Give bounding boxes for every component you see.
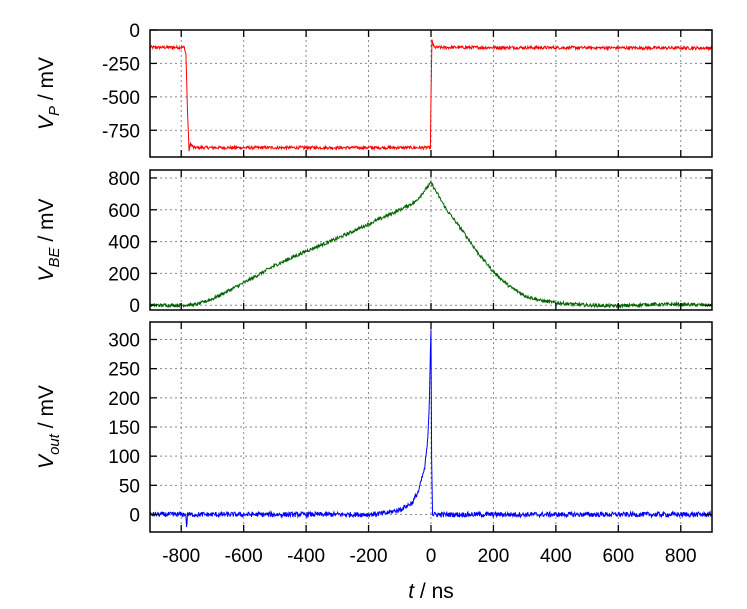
y-axis-label-unit: / mV bbox=[35, 385, 58, 434]
x-tick-label: -400 bbox=[287, 546, 325, 567]
x-axis-label-symbol: t bbox=[408, 580, 415, 603]
y-tick-label: 100 bbox=[108, 447, 140, 468]
y-axis-label-subscript: P bbox=[46, 106, 63, 116]
y-tick-label: -250 bbox=[102, 54, 140, 75]
x-axis-label: t / ns bbox=[408, 580, 454, 603]
x-tick-label: 400 bbox=[540, 546, 572, 567]
panel-2: 0 200 400 600 800 VBE / mV bbox=[35, 169, 713, 317]
y-tick-label: 200 bbox=[108, 389, 140, 410]
x-tick-label: 200 bbox=[478, 546, 510, 567]
y-axis-label: VP / mV bbox=[35, 57, 63, 130]
y-axis-label-symbol: V bbox=[35, 266, 58, 282]
y-tick-label: -750 bbox=[102, 121, 140, 142]
panel-3: 0 50 100 150 200 250 300 Vout / mV -800 -600 -400 -… bbox=[35, 321, 713, 603]
y-axis-label-symbol: V bbox=[35, 453, 58, 469]
y-tick-label: 600 bbox=[108, 201, 140, 222]
y-axis-label-symbol: V bbox=[35, 114, 58, 130]
y-axis-label-unit: / mV bbox=[35, 198, 58, 247]
y-tick-label: 300 bbox=[108, 331, 140, 352]
x-tick-label: -200 bbox=[350, 546, 388, 567]
y-tick-label: 0 bbox=[129, 296, 140, 317]
y-axis-label: VBE / mV bbox=[35, 198, 63, 281]
y-axis-label-unit: / mV bbox=[35, 57, 58, 106]
x-axis-label-unit: / ns bbox=[414, 580, 454, 603]
y-axis-label-subscript: out bbox=[46, 433, 63, 455]
y-tick-label: 200 bbox=[108, 264, 140, 285]
y-tick-label: 800 bbox=[108, 169, 140, 190]
y-tick-label: 400 bbox=[108, 233, 140, 254]
x-tick-label: 0 bbox=[426, 546, 437, 567]
x-tick-label: 600 bbox=[602, 546, 634, 567]
y-tick-label: 0 bbox=[129, 506, 140, 527]
y-tick-label: -500 bbox=[102, 88, 140, 109]
series-line-1 bbox=[149, 39, 713, 152]
x-tick-label: 800 bbox=[665, 546, 697, 567]
y-tick-label: 150 bbox=[108, 418, 140, 439]
series-line-3 bbox=[149, 329, 713, 528]
x-tick-label: -800 bbox=[162, 546, 200, 567]
y-tick-label: 0 bbox=[129, 21, 140, 42]
y-axis-label: Vout / mV bbox=[35, 385, 63, 469]
y-axis-label-subscript: BE bbox=[46, 247, 63, 268]
y-tick-label: 250 bbox=[108, 360, 140, 381]
x-tick-label: -600 bbox=[225, 546, 263, 567]
y-tick-label: 50 bbox=[119, 476, 140, 497]
panel-1: 0 -250 -500 -750 VP / mV bbox=[35, 21, 713, 158]
